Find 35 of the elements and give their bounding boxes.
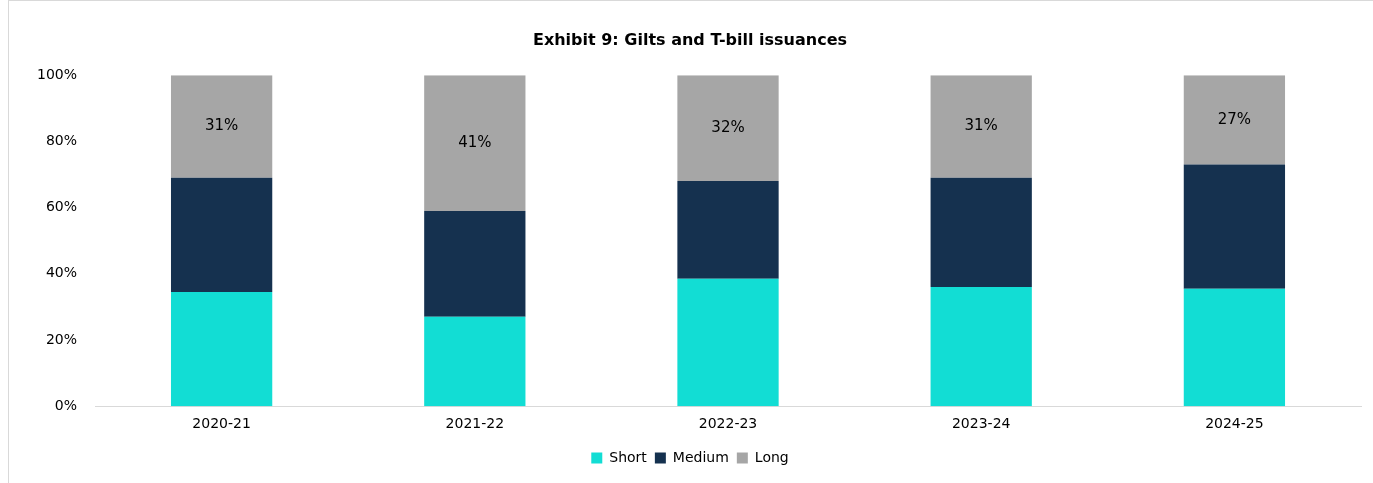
- bar: [930, 75, 1032, 178]
- data-label: 31%: [204, 116, 239, 135]
- x-tick-label: 2020-21: [192, 415, 251, 432]
- x-tick-label: 2022-23: [698, 415, 758, 432]
- x-tick-label: 2024-25: [1205, 415, 1264, 432]
- y-tick-label: 100%: [36, 65, 78, 82]
- data-label: 27%: [1217, 109, 1252, 128]
- y-tick-label: 80%: [45, 132, 78, 149]
- legend-label: Long: [754, 448, 789, 465]
- bar: [1183, 164, 1286, 289]
- bar: [677, 75, 779, 182]
- bar: [677, 278, 779, 407]
- y-tick-label: 0%: [54, 396, 78, 413]
- bar: [930, 287, 1032, 407]
- chart-title: Exhibit 9: Gilts and T-bill issuances: [532, 29, 848, 49]
- bar: [170, 292, 273, 407]
- data-label: 31%: [964, 116, 998, 135]
- y-tick-label: 60%: [45, 198, 78, 215]
- bar: [677, 181, 779, 279]
- bar: [1183, 75, 1286, 165]
- bar: [424, 316, 526, 407]
- x-tick-label: 2023-24: [951, 415, 1011, 432]
- bar: [424, 210, 526, 317]
- bar: [424, 75, 526, 211]
- y-tick-label: 40%: [45, 264, 78, 281]
- bar: [170, 177, 273, 293]
- legend-label: Short: [609, 448, 648, 465]
- y-tick-label: 20%: [45, 330, 78, 347]
- bar: [1183, 288, 1286, 407]
- x-tick-label: 2021-22: [445, 415, 505, 432]
- bar: [930, 177, 1032, 288]
- bar: [170, 75, 273, 178]
- data-label: 32%: [711, 118, 745, 137]
- legend-label: Medium: [672, 448, 729, 465]
- data-label: 41%: [458, 132, 492, 151]
